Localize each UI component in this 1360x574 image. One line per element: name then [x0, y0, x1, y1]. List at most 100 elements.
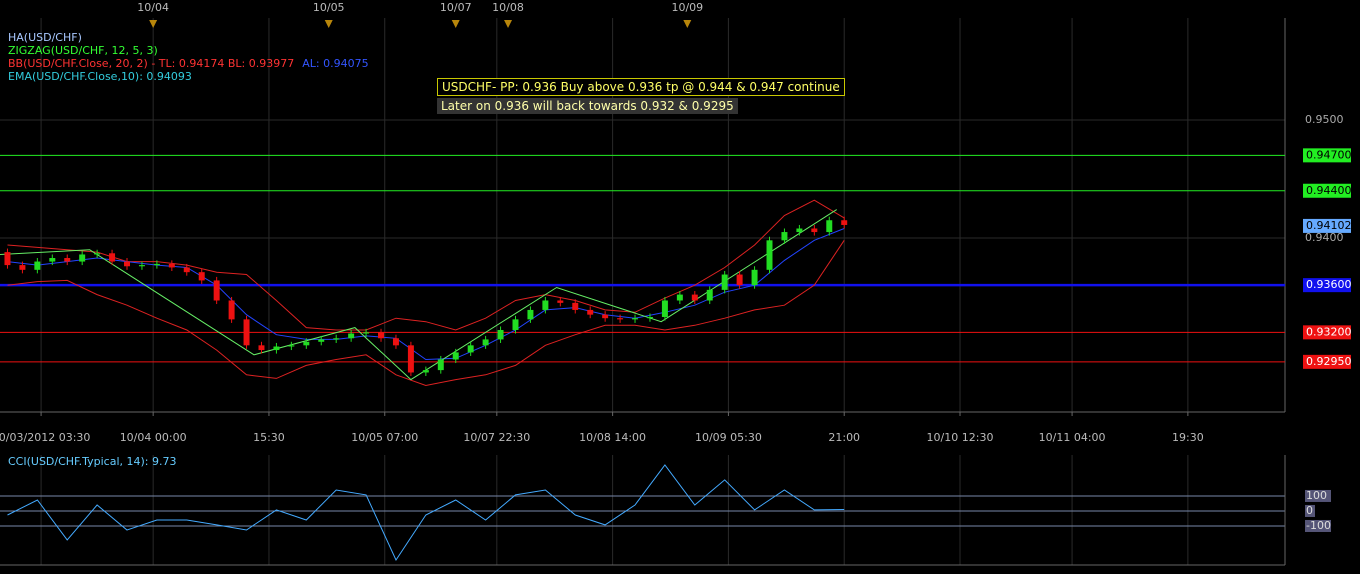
candle-body — [527, 309, 534, 320]
last-price-box — [1303, 218, 1351, 233]
candle-body — [811, 228, 818, 233]
candle-body — [721, 274, 728, 290]
candle-body — [766, 240, 773, 270]
legend-entry: EMA(USD/CHF.Close,10): 0.94093 — [8, 70, 192, 83]
level-label: 0.93600 — [1306, 278, 1352, 291]
x-tick-label: 10/07 22:30 — [463, 431, 530, 444]
candle-body — [572, 302, 579, 310]
candle-body — [482, 339, 489, 346]
level-label: 0.92950 — [1306, 355, 1352, 368]
x-tick-label: 19:30 — [1172, 431, 1204, 444]
candle-body — [676, 294, 683, 301]
candle-body — [228, 300, 235, 320]
candle-body — [407, 345, 414, 373]
candle-body — [378, 332, 385, 339]
candle-body — [243, 319, 250, 346]
candle-body — [94, 253, 101, 255]
day-marker — [504, 20, 513, 28]
x-tick-label: 10/03/2012 03:30 — [0, 431, 90, 444]
legend-entry: ZIGZAG(USD/CHF, 12, 5, 3) — [8, 44, 158, 57]
x-tick-label: 10/09 05:30 — [695, 431, 762, 444]
y-tick-label: -100 — [1306, 519, 1331, 532]
candle-body — [333, 338, 340, 340]
day-label: 10/04 — [137, 1, 169, 14]
candle-body — [542, 300, 549, 310]
candle-body — [288, 345, 295, 347]
level-label: 0.94400 — [1306, 184, 1352, 197]
candle-body — [303, 341, 310, 346]
candle-body — [49, 258, 56, 262]
y-tick-label: 100 — [1306, 489, 1327, 502]
zigzag-line — [0, 209, 837, 381]
candle-body — [392, 338, 399, 346]
candle-body — [512, 319, 519, 330]
candle-body — [467, 345, 474, 353]
candle-body — [124, 261, 130, 267]
candle-body — [258, 345, 265, 351]
candle-body — [168, 263, 175, 268]
last-price-label: 0.94102 — [1306, 219, 1352, 232]
day-marker — [149, 20, 158, 28]
candle-body — [796, 228, 803, 233]
candle-body — [318, 339, 325, 342]
x-tick-label: 15:30 — [253, 431, 285, 444]
candle-body — [617, 318, 624, 320]
candle-body — [363, 332, 370, 334]
x-tick-label: 21:00 — [828, 431, 860, 444]
candle-body — [437, 359, 444, 371]
candle-body — [557, 300, 564, 303]
y-tick-box — [1305, 504, 1315, 517]
candle-body — [183, 267, 190, 273]
day-marker — [683, 20, 692, 28]
day-marker — [451, 20, 460, 28]
candle-body — [4, 252, 11, 266]
x-tick-label: 10/05 07:00 — [351, 431, 418, 444]
annotation: USDCHF- PP: 0.936 Buy above 0.936 tp @ 0… — [437, 78, 845, 96]
y-tick-label: 0 — [1306, 504, 1313, 517]
level-label-box — [1303, 148, 1351, 163]
candle-body — [781, 232, 788, 241]
annotation: Later on 0.936 will back towards 0.932 &… — [437, 98, 738, 114]
bollinger-upper — [7, 199, 845, 331]
candle-body — [452, 352, 459, 360]
day-label: 10/09 — [671, 1, 703, 14]
indicator-title: CCI(USD/CHF.Typical, 14): 9.73 — [8, 455, 177, 468]
x-tick-label: 10/10 12:30 — [927, 431, 994, 444]
legend-entry: BB(USD/CHF.Close, 20, 2) - TL: 0.94174 B… — [8, 57, 294, 70]
level-label-box — [1303, 354, 1351, 369]
y-tick-box — [1305, 519, 1331, 532]
candle-body — [602, 314, 609, 319]
level-label-box — [1303, 183, 1351, 198]
candle-body — [646, 317, 653, 319]
candle-body — [632, 318, 639, 320]
level-label-box — [1303, 325, 1351, 340]
day-label: 10/08 — [492, 1, 524, 14]
level-label-box — [1303, 278, 1351, 293]
candle-body — [826, 220, 833, 233]
candle-body — [736, 274, 743, 286]
candle-body — [153, 263, 160, 266]
x-tick-label: 10/11 04:00 — [1039, 431, 1106, 444]
bollinger-lower — [7, 240, 845, 387]
candle-body — [348, 333, 355, 339]
y-tick-label: 0.9400 — [1305, 231, 1344, 244]
candle-body — [198, 272, 205, 281]
candle-body — [422, 370, 429, 373]
day-marker — [324, 20, 333, 28]
candle-body — [79, 254, 86, 262]
candle-body — [587, 309, 594, 315]
level-label: 0.94700 — [1306, 148, 1352, 161]
candle-body — [691, 294, 698, 301]
candle-body — [19, 265, 26, 270]
level-label: 0.93200 — [1306, 325, 1352, 338]
cci-line — [7, 464, 845, 562]
candle-body — [751, 269, 758, 286]
candle-body — [841, 220, 848, 225]
legend-entry: HA(USD/CHF) — [8, 31, 82, 44]
candle-body — [497, 329, 504, 340]
day-label: 10/07 — [440, 1, 472, 14]
y-tick-label: 0.9500 — [1305, 113, 1344, 126]
candle-body — [34, 261, 41, 270]
x-tick-label: 10/08 14:00 — [579, 431, 646, 444]
ema-line — [7, 228, 845, 361]
